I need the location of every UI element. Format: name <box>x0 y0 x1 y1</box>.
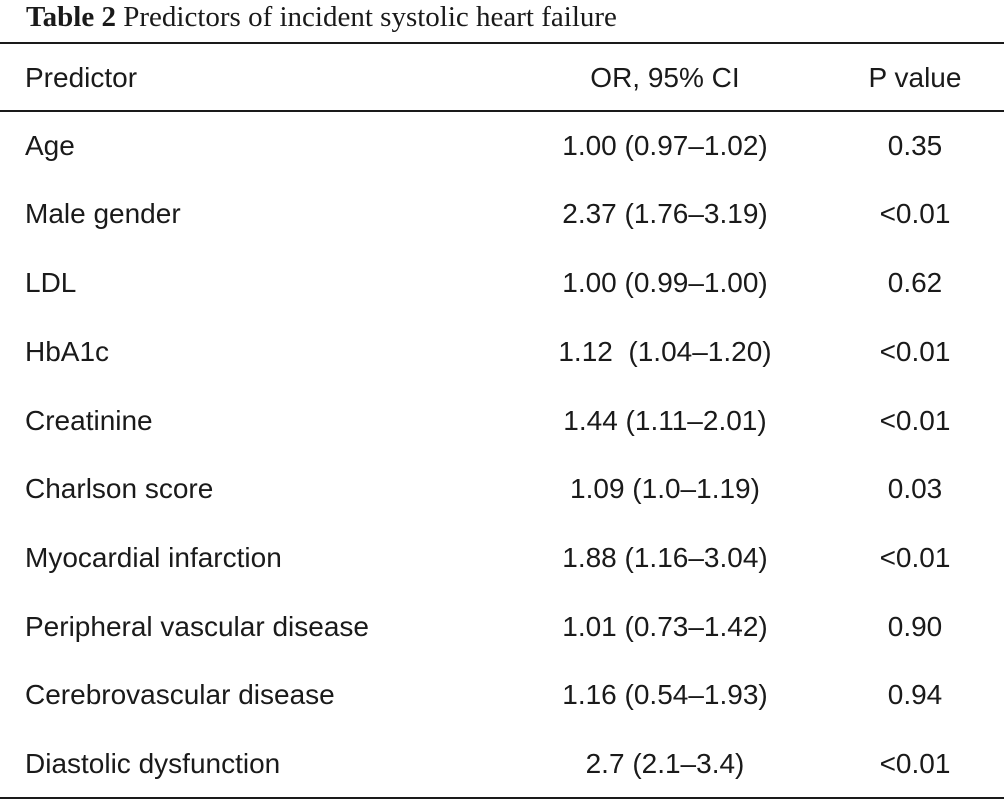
or-ci-cell: 1.09 (1.0–1.19) <box>570 473 760 504</box>
table-title: Predictors of incident systolic heart fa… <box>123 1 617 33</box>
table-row: Age 1.00 (0.97–1.02) 0.35 <box>0 112 1004 180</box>
p-value-cell: <0.01 <box>879 198 951 229</box>
top-rule <box>0 42 1004 44</box>
or-ci-cell: 2.37 (1.76–3.19) <box>562 198 768 229</box>
or-ci-cell: 1.16 (0.54–1.93) <box>562 679 768 710</box>
p-value-cell: 0.35 <box>887 130 943 161</box>
predictor-cell: LDL <box>25 267 77 298</box>
p-value-cell: <0.01 <box>879 405 951 436</box>
table-row: Peripheral vascular disease 1.01 (0.73–1… <box>0 593 1004 661</box>
table-header-row: Predictor OR, 95% CI P value <box>0 44 1004 112</box>
p-value-cell: 0.03 <box>887 473 943 504</box>
header-rule <box>0 110 1004 112</box>
predictor-cell: Creatinine <box>25 405 153 436</box>
table-row: Creatinine 1.44 (1.11–2.01) <0.01 <box>0 387 1004 455</box>
p-value-cell: <0.01 <box>879 748 951 779</box>
table-row: Myocardial infarction 1.88 (1.16–3.04) <… <box>0 524 1004 592</box>
predictor-cell: Charlson score <box>25 473 214 504</box>
or-ci-cell: 1.44 (1.11–2.01) <box>563 405 767 436</box>
table-caption: Table 2 Predictors of incident systolic … <box>26 0 617 36</box>
predictor-cell: Diastolic dysfunction <box>25 748 281 779</box>
p-value-cell: <0.01 <box>879 542 951 573</box>
predictor-cell: Peripheral vascular disease <box>25 611 369 642</box>
or-ci-cell: 1.88 (1.16–3.04) <box>562 542 768 573</box>
or-ci-cell: 1.00 (0.99–1.00) <box>562 267 768 298</box>
predictor-cell: Male gender <box>25 198 181 229</box>
table-row: HbA1c 1.12 (1.04–1.20) <0.01 <box>0 318 1004 386</box>
predictor-cell: Age <box>25 130 75 161</box>
p-value-cell: 0.62 <box>887 267 943 298</box>
or-ci-cell: 1.00 (0.97–1.02) <box>562 130 768 161</box>
header-predictor: Predictor <box>25 62 138 93</box>
p-value-cell: 0.94 <box>887 679 943 710</box>
table-row: Cerebrovascular disease 1.16 (0.54–1.93)… <box>0 661 1004 729</box>
table-row: Diastolic dysfunction 2.7 (2.1–3.4) <0.0… <box>0 730 1004 798</box>
or-ci-cell: 2.7 (2.1–3.4) <box>585 748 745 779</box>
predictor-cell: Cerebrovascular disease <box>25 679 335 710</box>
header-p-value: P value <box>868 62 962 93</box>
table-row: LDL 1.00 (0.99–1.00) 0.62 <box>0 249 1004 317</box>
bottom-rule <box>0 797 1004 799</box>
predictor-cell: Myocardial infarction <box>25 542 282 573</box>
table-row: Male gender 2.37 (1.76–3.19) <0.01 <box>0 180 1004 248</box>
header-or-ci: OR, 95% CI <box>590 62 740 93</box>
or-ci-cell: 1.12 (1.04–1.20) <box>558 336 772 367</box>
table-row: Charlson score 1.09 (1.0–1.19) 0.03 <box>0 455 1004 523</box>
or-ci-cell: 1.01 (0.73–1.42) <box>562 611 768 642</box>
table-label: Table 2 <box>26 1 116 33</box>
p-value-cell: <0.01 <box>879 336 951 367</box>
p-value-cell: 0.90 <box>887 611 943 642</box>
predictor-cell: HbA1c <box>25 336 110 367</box>
